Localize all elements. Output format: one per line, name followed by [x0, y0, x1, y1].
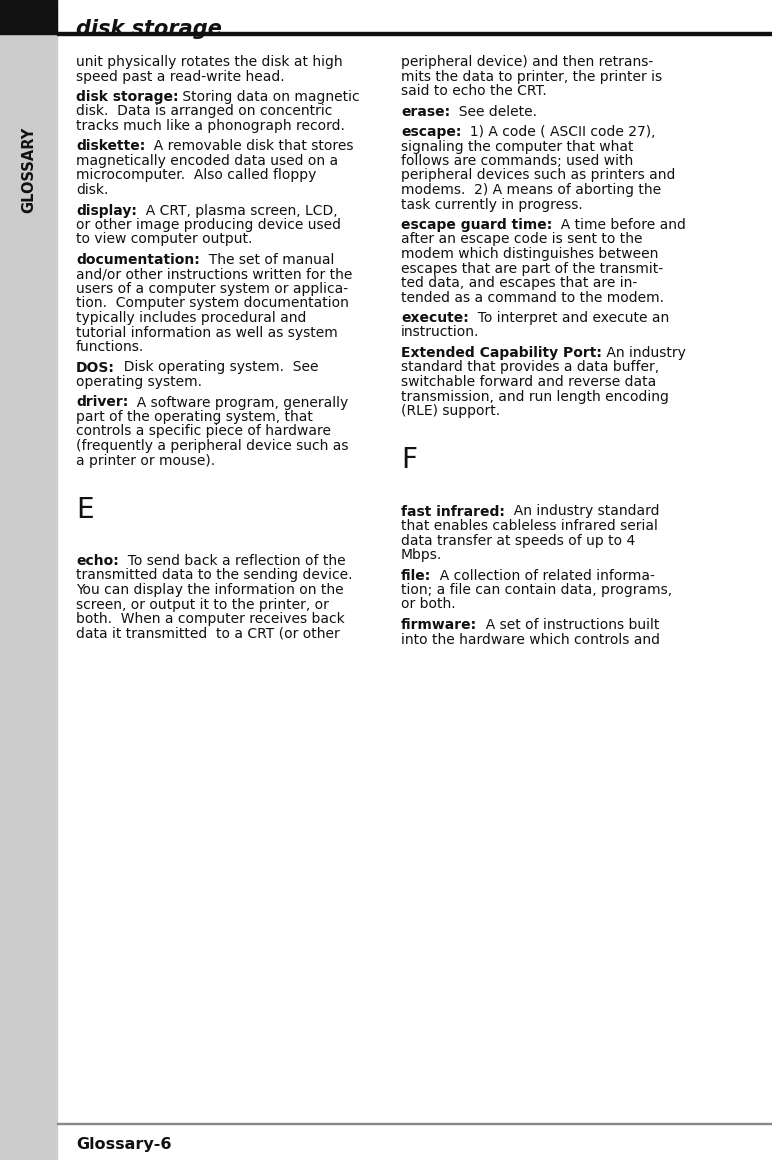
Text: screen, or output it to the printer, or: screen, or output it to the printer, or: [76, 597, 329, 611]
Text: echo:: echo:: [76, 554, 119, 568]
Text: driver:: driver:: [76, 396, 128, 409]
Text: disk.  Data is arranged on concentric: disk. Data is arranged on concentric: [76, 104, 333, 118]
Text: or other image producing device used: or other image producing device used: [76, 218, 341, 232]
Text: disk storage: disk storage: [76, 19, 222, 39]
Text: unit physically rotates the disk at high: unit physically rotates the disk at high: [76, 55, 343, 68]
Text: tracks much like a phonograph record.: tracks much like a phonograph record.: [76, 119, 345, 133]
Text: 1) A code ( ASCII code 27),: 1) A code ( ASCII code 27),: [462, 125, 656, 139]
Text: The set of manual: The set of manual: [200, 253, 334, 267]
Text: escapes that are part of the transmit-: escapes that are part of the transmit-: [401, 261, 663, 276]
Text: signaling the computer that what: signaling the computer that what: [401, 139, 634, 153]
Text: A removable disk that stores: A removable disk that stores: [145, 139, 354, 153]
Text: (RLE) support.: (RLE) support.: [401, 404, 500, 418]
Text: To send back a reflection of the: To send back a reflection of the: [119, 554, 345, 568]
Text: modem which distinguishes between: modem which distinguishes between: [401, 247, 659, 261]
Text: file:: file:: [401, 568, 432, 582]
Text: a printer or mouse).: a printer or mouse).: [76, 454, 215, 467]
Text: operating system.: operating system.: [76, 375, 202, 389]
Text: DOS:: DOS:: [76, 361, 115, 375]
Text: To interpret and execute an: To interpret and execute an: [469, 311, 669, 325]
Text: You can display the information on the: You can display the information on the: [76, 583, 344, 597]
Text: mits the data to printer, the printer is: mits the data to printer, the printer is: [401, 70, 662, 84]
Text: escape guard time:: escape guard time:: [401, 218, 552, 232]
Text: A CRT, plasma screen, LCD,: A CRT, plasma screen, LCD,: [137, 203, 337, 218]
Text: See delete.: See delete.: [450, 104, 537, 118]
Text: tutorial information as well as system: tutorial information as well as system: [76, 326, 338, 340]
Text: peripheral devices such as printers and: peripheral devices such as printers and: [401, 168, 676, 182]
Text: An industry standard: An industry standard: [505, 505, 659, 519]
Text: microcomputer.  Also called floppy: microcomputer. Also called floppy: [76, 168, 317, 182]
Text: or both.: or both.: [401, 597, 455, 611]
Text: task currently in progress.: task currently in progress.: [401, 197, 583, 211]
Text: and/or other instructions written for the: and/or other instructions written for th…: [76, 268, 352, 282]
Text: both.  When a computer receives back: both. When a computer receives back: [76, 612, 345, 626]
Bar: [0, 0, 57, 1160]
Text: follows are commands; used with: follows are commands; used with: [401, 154, 633, 168]
Text: tion; a file can contain data, programs,: tion; a file can contain data, programs,: [401, 583, 672, 597]
Text: instruction.: instruction.: [401, 326, 479, 340]
Text: tion.  Computer system documentation: tion. Computer system documentation: [76, 297, 349, 311]
Bar: [57, 32, 772, 35]
Text: Storing data on magnetic: Storing data on magnetic: [178, 90, 360, 104]
Text: transmitted data to the sending device.: transmitted data to the sending device.: [76, 568, 353, 582]
Text: tended as a command to the modem.: tended as a command to the modem.: [401, 290, 664, 304]
Text: firmware:: firmware:: [401, 618, 477, 632]
Text: Extended Capability Port:: Extended Capability Port:: [401, 346, 602, 360]
Text: A time before and: A time before and: [552, 218, 686, 232]
Text: controls a specific piece of hardware: controls a specific piece of hardware: [76, 425, 331, 438]
Text: disk storage:: disk storage:: [76, 90, 178, 104]
Text: A set of instructions built: A set of instructions built: [477, 618, 659, 632]
Text: (frequently a peripheral device such as: (frequently a peripheral device such as: [76, 438, 348, 454]
Text: data it transmitted  to a CRT (or other: data it transmitted to a CRT (or other: [76, 626, 340, 640]
Text: disk.: disk.: [76, 183, 108, 197]
Text: Glossary-6: Glossary-6: [76, 1137, 171, 1152]
Text: speed past a read-write head.: speed past a read-write head.: [76, 70, 285, 84]
Text: into the hardware which controls and: into the hardware which controls and: [401, 632, 660, 646]
Text: GLOSSARY: GLOSSARY: [21, 126, 36, 213]
Text: documentation:: documentation:: [76, 253, 200, 267]
Text: that enables cableless infrared serial: that enables cableless infrared serial: [401, 519, 658, 532]
Text: peripheral device) and then retrans-: peripheral device) and then retrans-: [401, 55, 653, 68]
Text: ted data, and escapes that are in-: ted data, and escapes that are in-: [401, 276, 637, 290]
Text: erase:: erase:: [401, 104, 450, 118]
Text: said to echo the CRT.: said to echo the CRT.: [401, 84, 547, 97]
Text: to view computer output.: to view computer output.: [76, 232, 252, 247]
Text: users of a computer system or applica-: users of a computer system or applica-: [76, 282, 348, 296]
Bar: [0, 0, 57, 34]
Text: magnetically encoded data used on a: magnetically encoded data used on a: [76, 154, 338, 168]
Text: diskette:: diskette:: [76, 139, 145, 153]
Text: An industry: An industry: [602, 346, 686, 360]
Text: part of the operating system, that: part of the operating system, that: [76, 409, 313, 425]
Text: A software program, generally: A software program, generally: [128, 396, 348, 409]
Text: display:: display:: [76, 203, 137, 218]
Text: modems.  2) A means of aborting the: modems. 2) A means of aborting the: [401, 183, 661, 197]
Text: functions.: functions.: [76, 340, 144, 354]
Text: E: E: [76, 496, 93, 524]
Text: Mbps.: Mbps.: [401, 548, 442, 561]
Text: execute:: execute:: [401, 311, 469, 325]
Text: escape:: escape:: [401, 125, 462, 139]
Text: A collection of related informa-: A collection of related informa-: [432, 568, 655, 582]
Text: fast infrared:: fast infrared:: [401, 505, 505, 519]
Text: typically includes procedural and: typically includes procedural and: [76, 311, 306, 325]
Text: switchable forward and reverse data: switchable forward and reverse data: [401, 375, 656, 389]
Text: after an escape code is sent to the: after an escape code is sent to the: [401, 232, 642, 247]
Text: standard that provides a data buffer,: standard that provides a data buffer,: [401, 361, 659, 375]
Text: transmission, and run length encoding: transmission, and run length encoding: [401, 390, 669, 404]
Text: data transfer at speeds of up to 4: data transfer at speeds of up to 4: [401, 534, 635, 548]
Text: F: F: [401, 447, 417, 474]
Text: Disk operating system.  See: Disk operating system. See: [115, 361, 318, 375]
